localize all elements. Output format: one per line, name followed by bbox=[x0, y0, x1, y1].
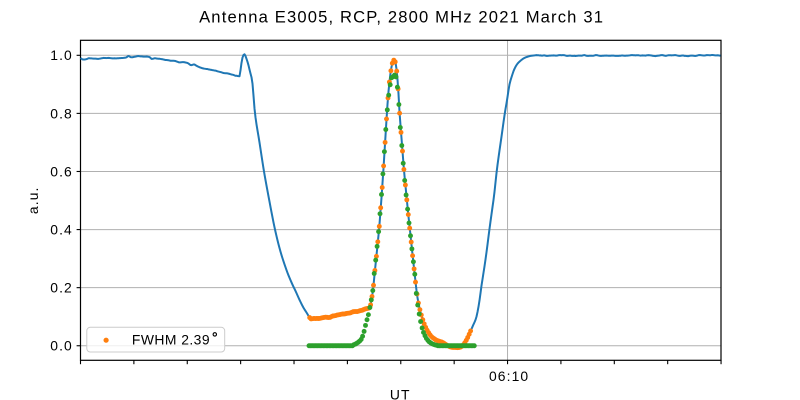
svg-text:1.0: 1.0 bbox=[50, 47, 73, 63]
svg-text:0.8: 0.8 bbox=[50, 105, 73, 121]
svg-text:0.6: 0.6 bbox=[50, 163, 73, 179]
svg-text:a.u.: a.u. bbox=[25, 187, 41, 215]
svg-text:Antenna E3005, RCP, 2800 MHz 2: Antenna E3005, RCP, 2800 MHz 2021 March … bbox=[199, 7, 604, 26]
svg-text:0.2: 0.2 bbox=[50, 280, 73, 296]
svg-text:0.0: 0.0 bbox=[50, 338, 73, 354]
svg-text:06:10: 06:10 bbox=[489, 368, 529, 384]
svg-text:0.4: 0.4 bbox=[50, 221, 73, 237]
svg-text:UT: UT bbox=[390, 387, 411, 400]
svg-text:FWHM 2.39: FWHM 2.39 bbox=[132, 331, 210, 347]
